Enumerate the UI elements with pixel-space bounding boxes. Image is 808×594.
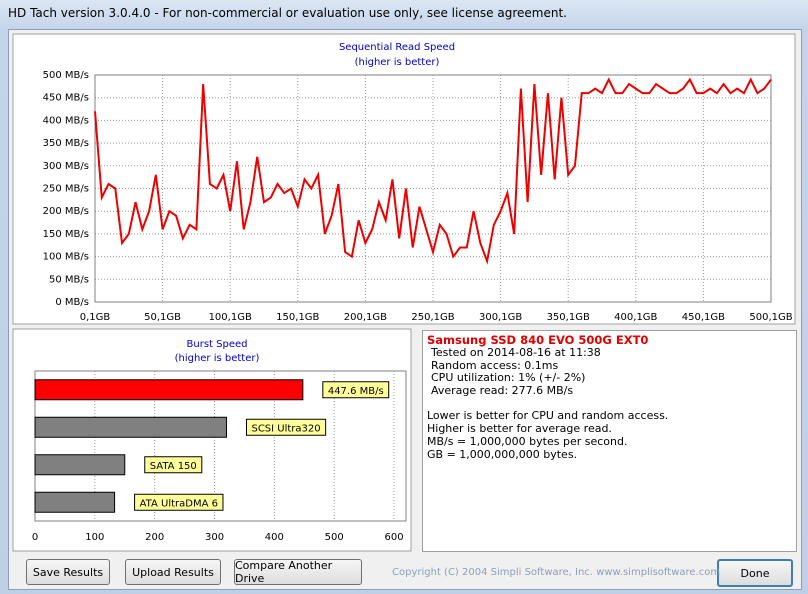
- x-tick-label: 300,1GB: [479, 312, 522, 323]
- y-tick-label: 350 MB/s: [43, 138, 89, 149]
- done-button[interactable]: Done: [717, 559, 793, 587]
- x-tick-label: 100: [85, 532, 104, 543]
- info-panel: Samsung SSD 840 EVO 500G EXT0 Tested on …: [422, 330, 797, 552]
- x-tick-label: 50,1GB: [144, 312, 181, 323]
- y-tick-label: 200 MB/s: [43, 206, 89, 217]
- chart-title: Sequential Read Speed: [339, 42, 455, 53]
- x-tick-label: 250,1GB: [411, 312, 454, 323]
- x-tick-label: 400: [265, 532, 284, 543]
- x-tick-label: 500: [325, 532, 344, 543]
- copyright: Copyright (C) 2004 Simpli Software, Inc.…: [392, 567, 721, 578]
- upload-button[interactable]: Upload Results: [125, 559, 221, 585]
- x-tick-label: 0: [32, 532, 38, 543]
- save-button[interactable]: Save Results: [26, 559, 110, 585]
- y-tick-label: 300 MB/s: [43, 161, 89, 172]
- y-tick-label: 0 MB/s: [55, 297, 89, 308]
- bar-label: SATA 150: [150, 461, 197, 472]
- chart-subtitle: (higher is better): [355, 57, 440, 68]
- charts: Sequential Read Speed (higher is better) 0…: [12, 33, 796, 552]
- x-tick-label: 600: [384, 532, 403, 543]
- plot-frame: [94, 74, 772, 303]
- info-note: Lower is better for CPU and random acces…: [427, 409, 669, 422]
- x-tick-label: 0,1GB: [80, 312, 111, 323]
- bar-label: SCSI Ultra320: [251, 423, 320, 434]
- info-line: Random access: 0.1ms: [431, 358, 559, 372]
- x-tick-label: 400,1GB: [614, 312, 657, 323]
- drive-name: Samsung SSD 840 EVO 500G EXT0: [427, 333, 649, 347]
- y-tick-label: 150 MB/s: [43, 229, 89, 240]
- info-note: MB/s = 1,000,000 bytes per second.: [427, 435, 628, 448]
- info-line: CPU utilization: 1% (+/- 2%): [431, 371, 586, 384]
- label-box: [144, 456, 203, 474]
- y-tick-label: 250 MB/s: [43, 184, 89, 195]
- info-note: Higher is better for average read.: [427, 422, 612, 435]
- x-tick-label: 200,1GB: [344, 312, 387, 323]
- label-box: [322, 381, 390, 399]
- bar: [34, 416, 227, 438]
- x-tick-label: 450,1GB: [682, 312, 725, 323]
- x-tick-label: 100,1GB: [209, 312, 252, 323]
- read-line: [94, 77, 772, 265]
- y-tick-label: 100 MB/s: [43, 252, 89, 263]
- info-line: Tested on 2014-08-16 at 11:38: [431, 346, 601, 359]
- y-tick-label: 500 MB/s: [43, 70, 89, 81]
- bar: [34, 491, 116, 513]
- window-title: HD Tach version 3.0.4.0 - For non-commer…: [8, 6, 567, 20]
- x-tick-label: 150,1GB: [276, 312, 319, 323]
- bar-label: 447.6 MB/s: [328, 386, 384, 397]
- info-note: GB = 1,000,000,000 bytes.: [427, 448, 578, 461]
- x-tick-label: 300: [205, 532, 224, 543]
- bar: [34, 454, 126, 476]
- chart-title: Burst Speed: [187, 339, 248, 350]
- x-tick-label: 200: [145, 532, 164, 543]
- bar-label: ATA UltraDMA 6: [140, 498, 218, 509]
- compare-button[interactable]: Compare Another Drive: [234, 559, 362, 585]
- label-box: [245, 418, 327, 436]
- y-tick-label: 400 MB/s: [43, 115, 89, 126]
- y-tick-label: 450 MB/s: [43, 93, 89, 104]
- x-tick-label: 500,1GB: [749, 312, 792, 323]
- x-tick-label: 350,1GB: [547, 312, 590, 323]
- info-line: Average read: 277.6 MB/s: [431, 383, 574, 397]
- plot-frame: [34, 370, 407, 522]
- bar: [34, 379, 304, 401]
- y-tick-label: 50 MB/s: [49, 274, 89, 285]
- chart-subtitle: (higher is better): [175, 353, 260, 364]
- seq-panel: [12, 33, 796, 325]
- client-area: Sequential Read Speed (higher is better) 0…: [8, 29, 802, 590]
- label-box: [134, 493, 224, 511]
- burst-panel: [12, 328, 412, 552]
